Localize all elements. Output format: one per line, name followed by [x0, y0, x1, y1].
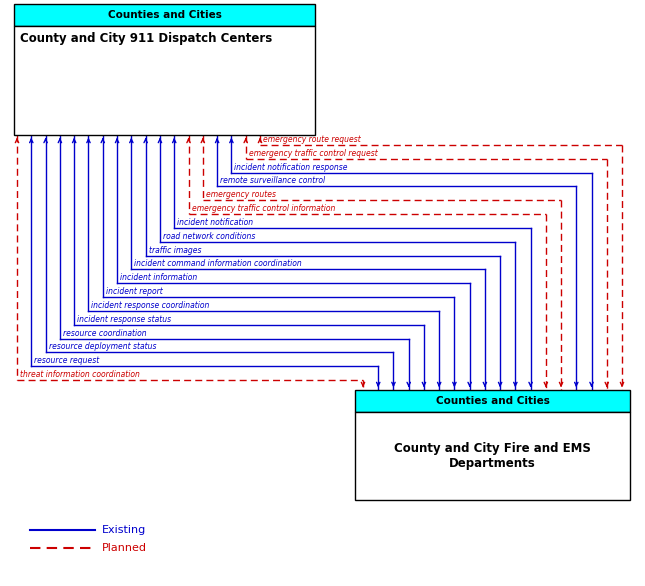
Text: resource deployment status: resource deployment status: [48, 342, 156, 352]
Bar: [355, 412, 630, 500]
Text: Planned: Planned: [102, 543, 147, 553]
Bar: [355, 390, 630, 412]
Text: incident response coordination: incident response coordination: [92, 301, 210, 310]
Text: road network conditions: road network conditions: [163, 232, 255, 241]
Text: incident response status: incident response status: [77, 315, 172, 323]
Text: incident report: incident report: [106, 287, 163, 296]
Bar: [14, 26, 315, 135]
Text: threat information coordination: threat information coordination: [20, 370, 140, 379]
Text: emergency traffic control request: emergency traffic control request: [249, 149, 377, 158]
Text: emergency routes: emergency routes: [206, 190, 276, 199]
Text: emergency route request: emergency route request: [263, 135, 361, 144]
Text: traffic images: traffic images: [148, 246, 201, 254]
Text: County and City Fire and EMS
Departments: County and City Fire and EMS Departments: [394, 442, 591, 470]
Text: resource coordination: resource coordination: [63, 329, 146, 338]
Bar: [14, 4, 315, 26]
Text: incident command information coordination: incident command information coordinatio…: [134, 260, 302, 268]
Text: Existing: Existing: [102, 525, 146, 535]
Text: Counties and Cities: Counties and Cities: [108, 10, 221, 20]
Text: County and City 911 Dispatch Centers: County and City 911 Dispatch Centers: [20, 32, 272, 45]
Text: Counties and Cities: Counties and Cities: [435, 396, 550, 406]
Text: emergency traffic control information: emergency traffic control information: [192, 204, 335, 213]
Text: incident information: incident information: [120, 273, 197, 282]
Text: remote surveillance control: remote surveillance control: [220, 176, 325, 186]
Text: incident notification: incident notification: [177, 218, 253, 227]
Text: resource request: resource request: [34, 356, 99, 365]
Text: incident notification response: incident notification response: [234, 163, 348, 172]
